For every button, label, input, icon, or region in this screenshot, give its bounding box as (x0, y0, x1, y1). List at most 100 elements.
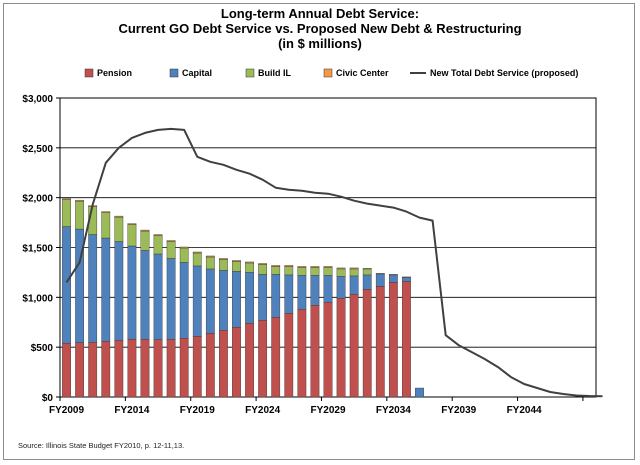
bar-capital (114, 241, 124, 341)
bar-pension (388, 282, 398, 398)
bar-pension (88, 341, 98, 398)
bar-capital (402, 277, 411, 282)
total-debt-service-line (65, 127, 603, 398)
x-tick-label: FY2034 (376, 405, 411, 416)
bar-build-il (153, 235, 163, 255)
chart-title: Long-term Annual Debt Service: Current G… (0, 6, 640, 51)
bar-pension (62, 342, 71, 398)
bar-build-il (192, 252, 202, 267)
bar-capital (192, 265, 202, 337)
bar-build-il (310, 267, 320, 276)
y-tick-label: $0 (42, 393, 54, 404)
bar-capital (140, 250, 150, 340)
x-tick-label: FY2044 (507, 405, 542, 416)
bar-civic-center (232, 260, 241, 262)
source-note: Source: Illinois State Budget FY2010, p.… (18, 441, 185, 450)
bar-pension (153, 339, 163, 398)
bar-build-il (140, 230, 150, 251)
bar-capital (310, 275, 320, 306)
bar-pension (101, 340, 111, 398)
bar-civic-center (245, 261, 254, 264)
bar-civic-center (101, 211, 111, 213)
x-tick-label: FY2039 (441, 405, 476, 416)
bar-pension (349, 294, 359, 398)
legend-swatch (245, 68, 255, 78)
bar-pension (362, 289, 372, 398)
y-tick-label: $3,000 (22, 94, 53, 105)
bar-build-il (114, 216, 124, 242)
y-tick-label: $1,500 (22, 244, 53, 255)
bar-civic-center (166, 240, 176, 242)
bar-civic-center (153, 234, 163, 236)
y-tick-label: $2,500 (22, 144, 53, 155)
bar-pension (284, 313, 294, 398)
bar-pension (271, 317, 281, 398)
bar-civic-center (75, 199, 84, 202)
legend-swatch (323, 68, 333, 78)
bar-pension (140, 338, 150, 398)
bar-pension (297, 309, 307, 398)
bar-capital (323, 275, 333, 303)
title-line-3: (in $ millions) (278, 36, 362, 51)
x-tick-label: FY2009 (49, 405, 84, 416)
bar-capital (219, 270, 228, 331)
bar-capital (388, 274, 398, 283)
bar-capital (127, 245, 137, 340)
bar-build-il (245, 262, 254, 273)
bar-capital (166, 258, 176, 340)
legend-label: Pension (97, 68, 132, 78)
legend-label: Capital (182, 68, 212, 78)
bar-build-il (284, 266, 294, 276)
bar-civic-center (192, 251, 202, 254)
bar-capital (245, 272, 254, 324)
bar-civic-center (402, 276, 411, 278)
bar-capital (284, 274, 294, 314)
bar-build-il (232, 261, 241, 272)
bar-build-il (166, 241, 176, 259)
bar-pension (127, 338, 137, 398)
bar-capital (88, 234, 98, 343)
bar-build-il (323, 267, 333, 276)
bar-pension (375, 286, 385, 398)
bar-capital (375, 273, 385, 287)
y-tick-label: $2,000 (22, 194, 53, 205)
bar-build-il (101, 212, 111, 239)
bar-civic-center (388, 274, 398, 276)
x-tick-label: FY2014 (114, 405, 149, 416)
bar-pension (114, 339, 124, 398)
bar-build-il (297, 267, 307, 276)
legend-label: Build IL (258, 68, 291, 78)
x-tick-label: FY2019 (180, 405, 215, 416)
bar-civic-center (349, 267, 359, 270)
bar-capital (179, 262, 189, 339)
bar-build-il (258, 264, 268, 275)
legend-label: New Total Debt Service (proposed) (430, 68, 578, 78)
bar-pension (219, 330, 228, 398)
bar-capital (349, 275, 359, 295)
bar-build-il (349, 268, 359, 277)
bar-capital (62, 226, 71, 344)
bar-capital (362, 274, 372, 290)
bar-build-il (219, 259, 228, 271)
bar-pension (402, 281, 411, 398)
bar-civic-center (323, 266, 333, 268)
bar-build-il (271, 266, 281, 275)
y-tick-label: $500 (31, 343, 54, 354)
legend-swatch (84, 68, 94, 78)
bar-pension (336, 298, 346, 398)
bar-civic-center (205, 255, 215, 258)
bar-capital (271, 274, 281, 318)
y-tick-label: $1,000 (22, 293, 53, 304)
bar-pension (166, 338, 176, 398)
legend-label: Civic Center (336, 68, 389, 78)
bar-capital (153, 253, 163, 340)
bar-civic-center (297, 266, 307, 268)
bar-civic-center (375, 273, 385, 275)
bar-pension (75, 342, 84, 398)
bar-capital (258, 274, 268, 321)
bar-pension (179, 337, 189, 398)
bar-civic-center (219, 258, 228, 260)
bar-civic-center (127, 223, 137, 225)
bar-capital (205, 268, 215, 334)
